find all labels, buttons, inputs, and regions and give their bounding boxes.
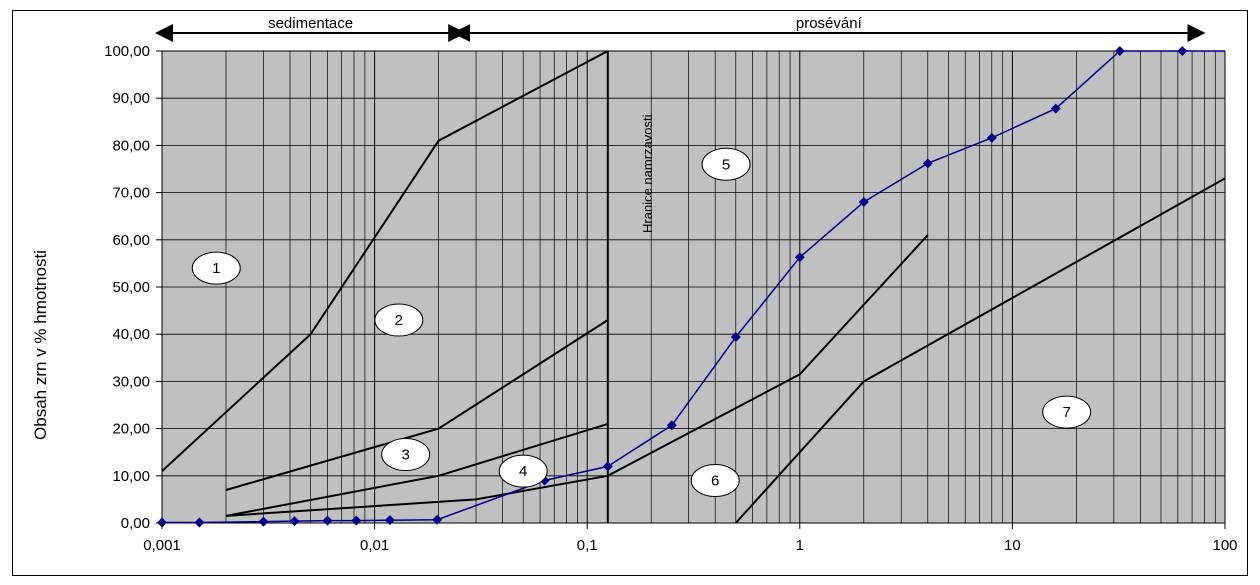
data-point	[794, 252, 805, 263]
x-tick-label: 0,01	[360, 537, 389, 554]
data-point	[432, 514, 443, 525]
y-axis-ticks: 0,00 10,00 20,00 30,00 40,00 50,00 60,00 70,00 8…	[104, 43, 162, 532]
data-point	[384, 515, 395, 526]
data-point	[1050, 103, 1061, 114]
range-label: sedimentace	[268, 15, 353, 32]
boundary-line	[607, 234, 929, 477]
y-axis-label: Obsah zrn v % hmotnosti	[31, 250, 50, 440]
y-tick-label: 50,00	[112, 279, 150, 296]
data-point	[986, 132, 997, 143]
zone-label: 6	[711, 473, 719, 490]
series-line	[162, 50, 1225, 524]
data-point	[1177, 46, 1188, 56]
zone-label: 4	[519, 463, 527, 480]
boundary-line	[735, 177, 1226, 524]
zone-marker	[1042, 395, 1092, 429]
zone-marker	[381, 438, 431, 472]
x-tick-label: 0,1	[577, 537, 598, 554]
y-tick-label: 60,00	[112, 232, 150, 249]
data-point	[351, 515, 362, 526]
y-tick-label: 30,00	[112, 373, 150, 390]
x-tick-label: 1	[796, 537, 804, 554]
data-point	[666, 420, 677, 431]
x-tick-label: 10	[1004, 537, 1021, 554]
y-tick-label: 40,00	[112, 326, 150, 343]
x-axis-ticks: 0,001 0,01 0,1 1 10 100	[143, 523, 1238, 554]
zone-label: 2	[395, 312, 403, 329]
data-point	[602, 461, 613, 472]
y-tick-label: 80,00	[112, 137, 150, 154]
data-point	[194, 517, 205, 528]
frost-boundary: Hranice namrzavosti	[606, 51, 655, 523]
zone-marker	[498, 454, 548, 488]
zone-marker	[690, 464, 740, 498]
y-tick-label: 10,00	[112, 468, 150, 485]
boundary-line	[225, 319, 609, 491]
zone-marker	[374, 303, 424, 337]
zone-label: 1	[212, 260, 220, 277]
y-tick-label: 100,00	[104, 43, 150, 60]
frost-boundary-label: Hranice namrzavosti	[640, 114, 655, 233]
boundary-line	[225, 422, 609, 517]
data-point	[922, 158, 933, 169]
data-series	[157, 46, 1225, 528]
data-point	[322, 515, 333, 526]
y-tick-label: 20,00	[112, 421, 150, 438]
x-tick-label: 0,001	[143, 537, 181, 554]
boundary-line	[161, 50, 609, 472]
y-tick-label: 70,00	[112, 185, 150, 202]
data-point	[730, 332, 741, 343]
zone-label: 7	[1062, 404, 1070, 421]
boundary-line	[225, 474, 608, 517]
zone-labels: 1 2 3 4 5 6 7	[191, 147, 1092, 498]
zone-label: 3	[401, 447, 409, 464]
data-point	[858, 197, 869, 208]
data-point	[258, 516, 269, 527]
zone-marker	[701, 147, 751, 181]
zone-marker	[191, 251, 241, 285]
grid-lines	[161, 50, 1225, 524]
zone-label: 5	[722, 156, 730, 173]
y-tick-label: 0,00	[121, 515, 150, 532]
boundary-lines	[161, 50, 1226, 524]
x-tick-label: 100	[1212, 537, 1237, 554]
range-arrows: sedimentace prosévání	[155, 15, 1206, 42]
range-label: prosévání	[796, 15, 863, 32]
y-tick-label: 90,00	[112, 90, 150, 107]
data-point	[289, 516, 300, 527]
data-point	[1114, 46, 1125, 56]
